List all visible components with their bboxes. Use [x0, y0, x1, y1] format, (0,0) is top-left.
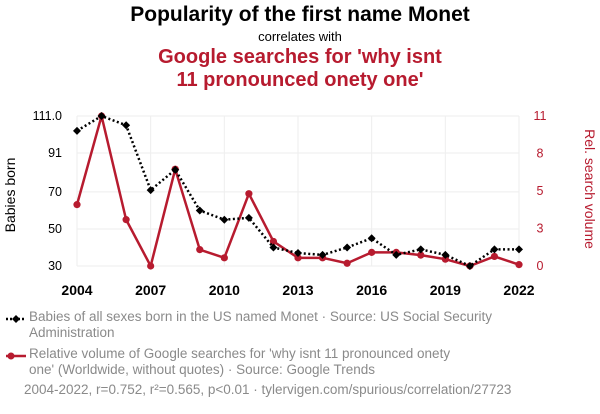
- series-babies-point: [367, 234, 376, 243]
- y-right-tick-label: 0: [537, 259, 544, 273]
- series-searches-point: [515, 261, 523, 269]
- legend-text-babies-line2: Administration: [29, 325, 115, 340]
- y-right-tick-label: 3: [537, 222, 544, 236]
- series-searches-point: [220, 254, 228, 262]
- series-babies-point: [122, 121, 131, 130]
- x-tick-label: 2013: [282, 282, 313, 298]
- legend-marker-babies: [6, 315, 26, 323]
- x-tick-label: 2022: [503, 282, 534, 298]
- series-babies-point: [220, 215, 229, 224]
- x-tick-label: 2004: [61, 282, 92, 298]
- series-searches-point: [294, 254, 302, 262]
- series-babies-point: [441, 250, 450, 259]
- legend-text-babies: Babies of all sexes born in the US named…: [29, 309, 492, 341]
- y-left-tick-label: 30: [48, 259, 62, 273]
- series-searches-point: [490, 252, 499, 261]
- legend-text-searches-line2: one' (Worldwide, without quotes) · Sourc…: [29, 362, 376, 377]
- series-searches-point: [343, 259, 351, 267]
- y-left-tick-label: 91: [48, 146, 62, 160]
- series-babies-point: [195, 206, 204, 215]
- series-babies-point: [343, 243, 352, 252]
- series-babies-point: [97, 112, 106, 120]
- chart-title: Popularity of the first name Monet: [130, 3, 470, 26]
- legend-marker-searches: [6, 352, 26, 360]
- chart-title-secondary: Google searches for 'why isnt 11 pronoun…: [0, 46, 600, 92]
- y-right-tick-label: 8: [537, 147, 544, 161]
- series-searches-point: [368, 248, 376, 256]
- series-babies-point: [171, 165, 180, 174]
- legend-item-babies: Babies of all sexes born in the US named…: [5, 309, 595, 341]
- series-searches-point: [417, 251, 425, 259]
- legend-text-searches-line1: Relative volume of Google searches for '…: [29, 346, 451, 361]
- legend-text-babies-line1: Babies of all sexes born in the US named…: [29, 309, 492, 324]
- y-left-axis-label: Babies born: [2, 158, 18, 233]
- chart-subtitle: correlates with: [258, 29, 342, 44]
- x-tick-label: 2010: [209, 282, 240, 298]
- series-searches-point: [269, 237, 278, 246]
- y-right-tick-label: 11: [534, 109, 547, 123]
- grid-layer: [76, 115, 520, 267]
- chart-title-secondary-line1: Google searches for 'why isnt: [158, 46, 442, 68]
- series-babies-point: [318, 250, 327, 259]
- series-babies-point: [146, 186, 155, 195]
- series-babies-point: [490, 245, 499, 254]
- correlation-chart: 30 50 70 91 111.0 0 3 5 8 11 2004 2007 2010 2013 2016 2…: [2, 109, 598, 298]
- axis-layer: 30 50 70 91 111.0 0 3 5 8 11 2004 2007 2010 2013 2016 2…: [2, 109, 598, 298]
- series-searches-point: [122, 216, 130, 224]
- x-tick-label: 2016: [356, 282, 387, 298]
- series-searches-point: [441, 255, 449, 263]
- series-searches-point: [196, 246, 204, 254]
- series-babies-point: [244, 213, 253, 222]
- series-babies-point: [269, 243, 278, 252]
- y-right-tick-label: 5: [537, 184, 544, 198]
- legend-item-searches: Relative volume of Google searches for '…: [5, 346, 595, 378]
- series-babies-point: [392, 250, 401, 259]
- y-right-axis-label: Rel. search volume: [582, 129, 598, 249]
- x-tick-label: 2019: [430, 282, 461, 298]
- series-babies-point: [465, 262, 474, 270]
- series-layer: [73, 112, 523, 270]
- x-tick-label: 2007: [135, 282, 166, 298]
- series-babies-point: [294, 249, 302, 258]
- series-babies-point: [73, 126, 81, 135]
- series-babies-point: [416, 245, 425, 254]
- series-searches-point: [73, 201, 81, 209]
- chart-title-secondary-line2: 11 pronounced onety one': [176, 69, 424, 91]
- y-left-tick-label: 111.0: [33, 109, 62, 123]
- y-left-tick-label: 70: [48, 185, 62, 199]
- series-searches-point: [147, 262, 155, 270]
- series-searches-point: [245, 190, 253, 198]
- footer-stats: 2004-2022, r=0.752, r²=0.565, p<0.01 · t…: [24, 382, 512, 397]
- legend-text-searches: Relative volume of Google searches for '…: [29, 346, 450, 378]
- y-left-tick-label: 50: [48, 222, 62, 236]
- series-babies-point: [515, 245, 523, 254]
